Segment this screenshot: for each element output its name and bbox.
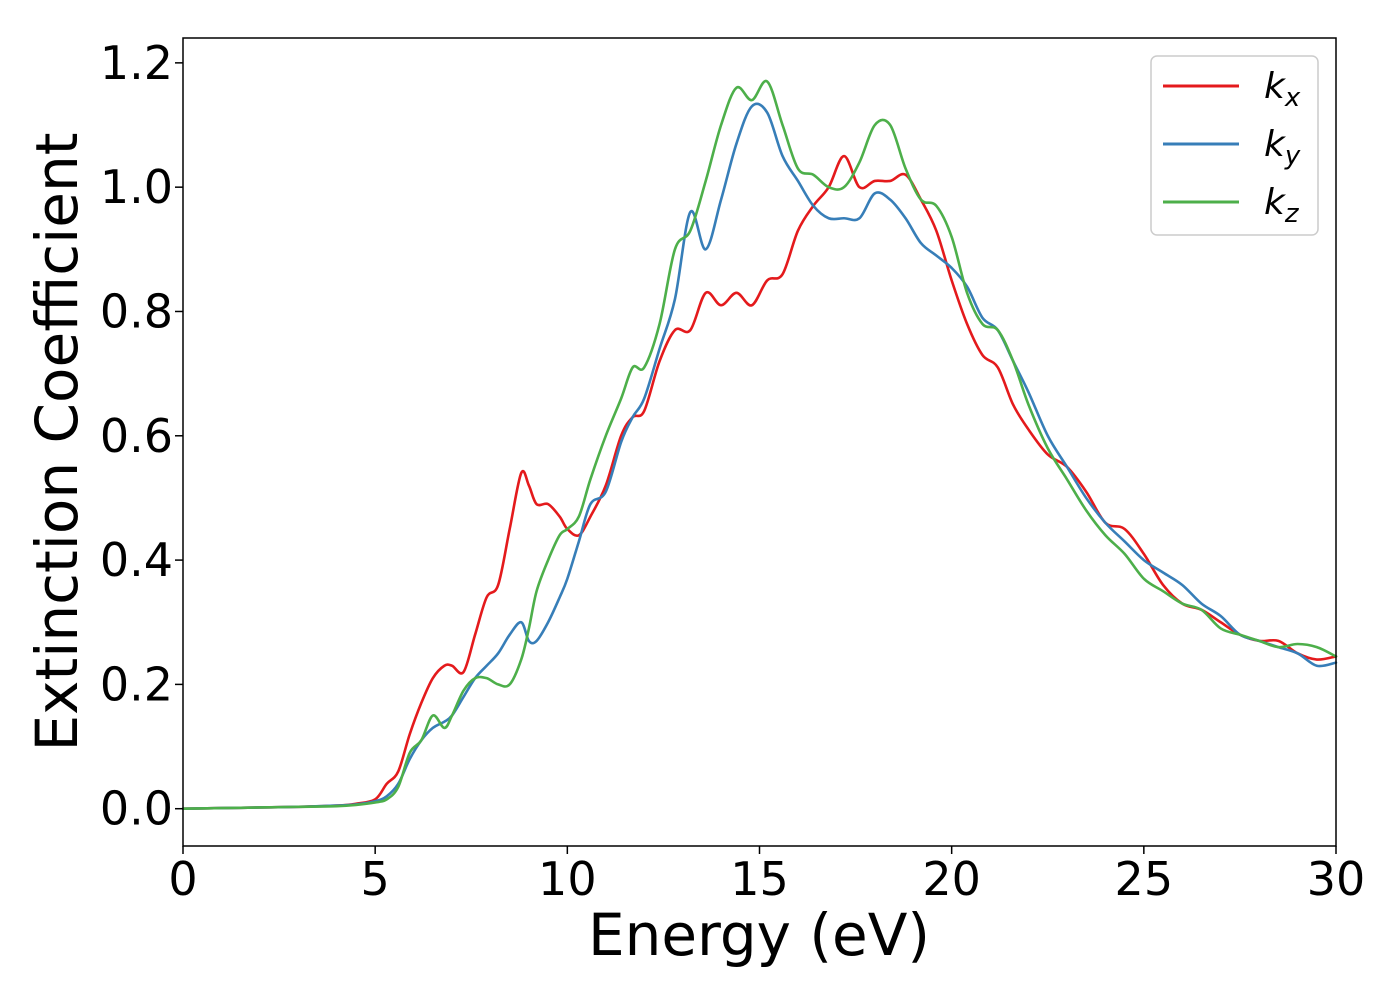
x-tick-label: 30 [1307,852,1366,906]
x-tick-label: 0 [168,852,197,906]
legend-entries: kx ky kz [1163,66,1301,229]
legend-label-y: ky [1264,124,1301,171]
legend-label-x: kx [1264,66,1301,113]
x-tick-label: 25 [1115,852,1174,906]
series-line-x [181,154,1338,811]
series-line-z [181,79,1338,811]
series-layer [181,79,1338,811]
y-tick-label: 0.2 [100,657,173,711]
y-tick-label: 0.0 [100,782,173,836]
y-tick-label: 0.8 [100,284,173,338]
y-axis-ticks: 0.0 0.2 0.4 0.6 0.8 1.0 1.2 [100,36,183,836]
y-tick-label: 0.6 [100,409,173,463]
x-axis-ticks: 0 5 10 15 20 25 30 [168,846,1365,906]
y-tick-label: 0.4 [100,533,173,587]
legend: kx ky kz [1150,55,1319,236]
series-line-y [181,102,1338,811]
x-tick-label: 15 [730,852,789,906]
y-tick-label: 1.2 [100,36,173,90]
y-tick-label: 1.0 [100,160,173,214]
x-axis-label: Energy (eV) [588,901,930,969]
x-tick-label: 20 [922,852,981,906]
x-tick-label: 10 [538,852,597,906]
x-tick-label: 5 [361,852,390,906]
y-axis-label: Extinction Coefficient [23,133,91,752]
legend-label-z: kz [1264,182,1300,229]
